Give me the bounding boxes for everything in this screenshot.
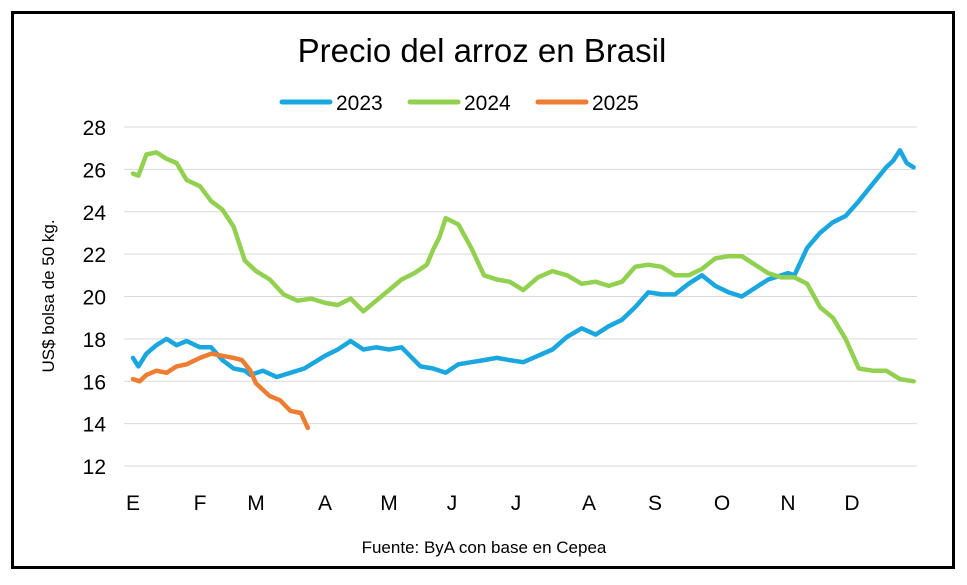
x-tick-label: M xyxy=(380,492,398,515)
y-tick-label: 26 xyxy=(83,159,106,182)
x-tick-label: J xyxy=(447,492,458,515)
chart-title: Precio del arroz en Brasil xyxy=(298,32,667,69)
legend-label-2025: 2025 xyxy=(592,92,639,115)
series-line-2024 xyxy=(130,150,916,384)
legend: 2023 2024 2025 xyxy=(279,92,639,115)
y-axis-ticks: 12 14 16 18 20 22 24 26 28 xyxy=(83,117,107,479)
source-note: Fuente: ByA con base en Cepea xyxy=(362,538,607,557)
x-tick-label: E xyxy=(126,492,140,515)
x-tick-label: F xyxy=(194,492,207,515)
series-line-2025 xyxy=(130,351,311,431)
y-tick-label: 18 xyxy=(83,329,106,352)
x-tick-label: M xyxy=(247,492,265,515)
x-tick-label: D xyxy=(844,492,859,515)
y-tick-label: 12 xyxy=(83,456,106,479)
legend-item-2023[interactable]: 2023 xyxy=(279,92,383,115)
series-line-2023 xyxy=(130,148,916,380)
x-tick-label: A xyxy=(318,492,332,515)
x-tick-label: A xyxy=(582,492,596,515)
y-tick-label: 16 xyxy=(83,371,106,394)
y-tick-label: 22 xyxy=(83,244,106,267)
y-tick-label: 20 xyxy=(83,287,106,310)
legend-label-2023: 2023 xyxy=(336,92,383,115)
x-tick-label: S xyxy=(648,492,662,515)
y-axis-label: US$ bolsa de 50 kg. xyxy=(39,219,58,372)
y-tick-label: 24 xyxy=(83,202,107,225)
y-tick-label: 14 xyxy=(83,414,107,437)
y-tick-label: 28 xyxy=(83,117,106,140)
chart-frame xyxy=(11,11,955,569)
gridlines xyxy=(124,126,917,467)
x-tick-label: J xyxy=(511,492,522,515)
x-tick-label: O xyxy=(714,492,730,515)
legend-item-2025[interactable]: 2025 xyxy=(535,92,639,115)
legend-item-2024[interactable]: 2024 xyxy=(407,92,511,115)
legend-label-2024: 2024 xyxy=(464,92,511,115)
x-tick-label: N xyxy=(780,492,795,515)
series-group xyxy=(130,148,916,431)
